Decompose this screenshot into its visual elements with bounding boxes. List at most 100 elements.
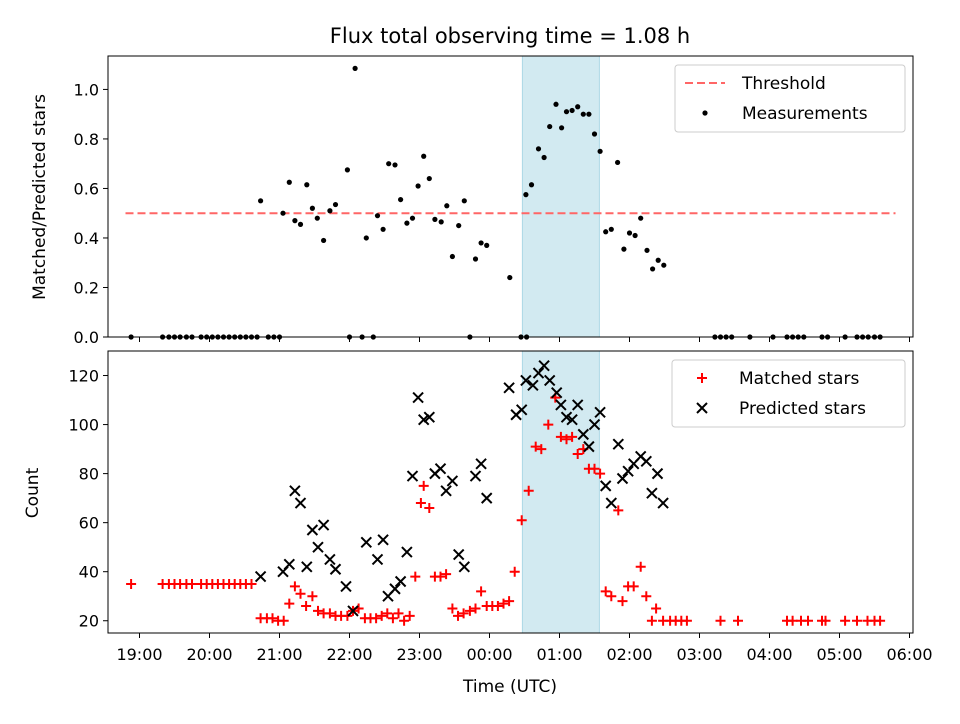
matched-star-point [324, 608, 335, 619]
matched-star-point [301, 601, 312, 612]
measurement-point [415, 183, 421, 189]
y-tick-label: 120 [68, 367, 99, 386]
matched-star-point [530, 441, 541, 452]
observing-window-span [521, 55, 600, 338]
legend-measurements-swatch [702, 110, 708, 116]
predicted-star-point [317, 519, 330, 531]
series-predicted-stars [254, 360, 669, 617]
predicted-star-point [324, 553, 336, 566]
measurement-point [650, 266, 656, 272]
predicted-star-point [527, 379, 539, 392]
measurement-point [398, 196, 404, 203]
measurement-point [575, 104, 581, 110]
legend-box [671, 359, 906, 428]
measurement-point [409, 215, 416, 221]
x-tick-label: 20:00 [186, 645, 232, 664]
plot-frame [107, 350, 914, 634]
legend: Threshold Measurements [674, 64, 906, 133]
x-tick-label: 23:00 [396, 645, 442, 664]
predicted-star-point [532, 367, 545, 379]
predicted-star-point [440, 485, 452, 497]
matched-star-point [715, 615, 726, 626]
predicted-star-point [605, 497, 618, 509]
predicted-star-point [401, 546, 413, 558]
y-tick-label: 20 [79, 612, 99, 631]
matched-star-point [516, 515, 527, 526]
matched-star-point [376, 610, 387, 621]
matched-star-point [284, 598, 295, 609]
measurement-point [608, 226, 614, 232]
x-tick-label: 05:00 [816, 645, 862, 664]
measurement-point [314, 215, 320, 221]
matched-star-point [342, 610, 353, 621]
matched-star-point [635, 561, 646, 572]
measurement-point [553, 101, 559, 107]
measurement-point [438, 219, 444, 225]
measurement-point [655, 257, 661, 263]
matched-star-point [313, 605, 323, 616]
predicted-star-point [599, 480, 612, 492]
measurement-point [297, 221, 304, 227]
matched-star-point [840, 615, 851, 626]
predicted-star-point [254, 570, 267, 583]
matched-star-point [875, 615, 886, 626]
x-axis-label: Time (UTC) [462, 677, 557, 697]
matched-star-point [278, 615, 289, 626]
matched-star-point [787, 615, 798, 626]
measurement-point [421, 153, 427, 159]
predicted-star-point [543, 374, 556, 387]
legend-label: Predicted stars [739, 399, 866, 419]
matched-star-point [187, 578, 197, 589]
legend: Matched stars Predicted stars [671, 359, 906, 428]
measurement-point [309, 205, 315, 211]
matched-star-point [572, 448, 583, 459]
predicted-star-point [389, 583, 401, 595]
matched-star-point [387, 613, 398, 624]
predicted-star-point [520, 374, 532, 387]
predicted-star-point [515, 404, 528, 416]
matched-star-point [504, 596, 515, 607]
matched-star-point [289, 581, 300, 592]
matched-star-point [458, 608, 469, 619]
matched-star-point [589, 463, 600, 474]
matched-star-point [447, 603, 458, 614]
matched-star-point [628, 581, 639, 592]
matched-star-point [523, 485, 534, 496]
predicted-star-point [412, 391, 424, 404]
matched-star-point [498, 598, 509, 609]
matched-star-point [600, 586, 611, 597]
predicted-star-point [434, 462, 447, 475]
matched-star-point [464, 605, 475, 616]
legend-matched-swatch [697, 373, 707, 383]
bottom-y-axis-label: Count [23, 467, 43, 518]
top-panel: 0.0 0.2 0.4 0.6 0.8 1.0 Threshold Measurements [74, 55, 914, 347]
matched-star-point [651, 603, 662, 614]
predicted-star-point [329, 563, 342, 575]
y-tick-label: 40 [79, 563, 99, 582]
measurement-point [586, 111, 592, 117]
matched-star-point [267, 613, 278, 624]
y-tick-label: 0.2 [74, 278, 99, 297]
measurement-point [523, 192, 529, 198]
matched-star-point [393, 608, 404, 619]
predicted-star-point [612, 438, 625, 450]
measurement-point [626, 230, 633, 236]
measurement-point [258, 198, 264, 204]
measurement-point [535, 146, 542, 152]
predicted-star-point [588, 418, 601, 431]
measurement-point [632, 232, 638, 239]
predicted-star-point [377, 534, 389, 546]
y-tick-label: 80 [79, 465, 99, 484]
matched-star-point [435, 571, 446, 582]
x-tick-label: 02:00 [606, 645, 652, 664]
y-tick-label: 60 [79, 514, 99, 533]
predicted-star-point [571, 399, 584, 411]
predicted-star-point [469, 470, 482, 482]
plot-frame [107, 55, 914, 338]
measurement-point [638, 215, 644, 221]
predicted-star-point [475, 458, 487, 470]
observing-window-span [521, 350, 600, 634]
predicted-star-point [583, 440, 595, 453]
measurement-point [449, 253, 455, 260]
